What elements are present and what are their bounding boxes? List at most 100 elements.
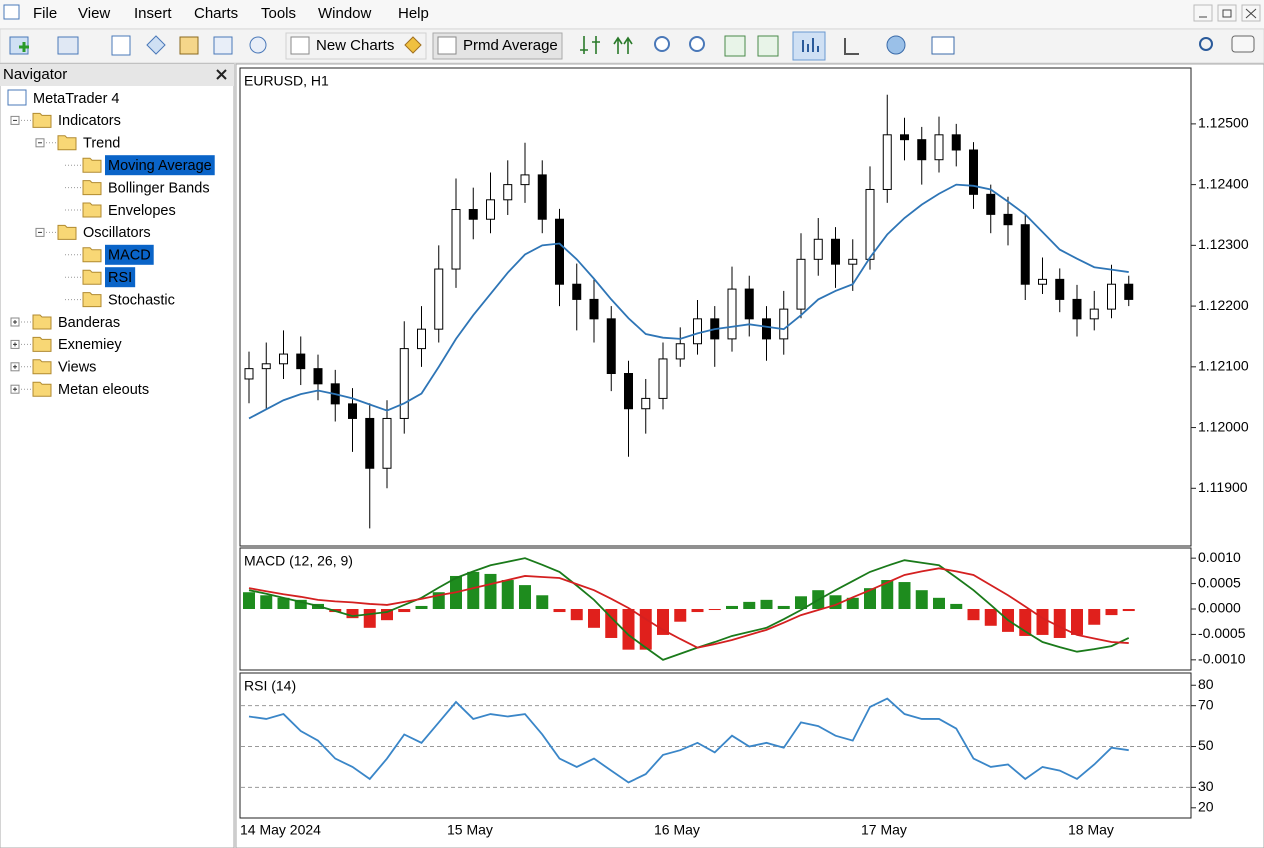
candle-body: [244, 368, 254, 380]
zoom-out-icon[interactable]: [689, 36, 705, 52]
restore-button[interactable]: [1217, 4, 1237, 22]
candle-body: [520, 174, 530, 186]
menu-item[interactable]: View: [78, 5, 110, 22]
app-icon: [3, 4, 20, 20]
y-tick-label: 50: [1198, 737, 1214, 753]
tree-item[interactable]: MACD: [108, 248, 151, 264]
y-tick-label: -0.0010: [1198, 651, 1246, 667]
x-tick-label: 14 May 2024: [240, 822, 321, 838]
candle-body: [348, 403, 357, 419]
histogram-bar: [415, 605, 428, 609]
tree-item[interactable]: Stochastic: [108, 292, 175, 308]
chat-icon[interactable]: [1231, 35, 1255, 53]
navigator-icon[interactable]: [179, 36, 199, 55]
autotrading-icon[interactable]: [404, 36, 422, 54]
menu-item[interactable]: Charts: [194, 5, 238, 22]
selection-highlight: [105, 155, 215, 176]
rsi-pane: [239, 672, 1192, 819]
pane-title: RSI (14): [244, 678, 296, 694]
toolbar-labels: New Charts Prmd Average: [316, 37, 558, 54]
histogram-bar: [639, 609, 652, 650]
candle-body: [813, 238, 823, 260]
candle-body: [779, 308, 789, 340]
tree-item[interactable]: Oscillators: [83, 225, 151, 241]
candle-body: [796, 258, 806, 310]
plus-glyph: [19, 42, 29, 52]
tree-item[interactable]: RSI: [108, 270, 132, 286]
folder-icon: [32, 336, 52, 352]
candle-body: [1107, 283, 1116, 310]
y-tick-label: 0.0000: [1198, 600, 1241, 616]
tree-item[interactable]: Banderas: [58, 315, 120, 331]
histogram-bar: [570, 609, 583, 621]
menu-item[interactable]: Insert: [134, 5, 172, 22]
grid-icon[interactable]: [724, 35, 746, 57]
market-watch-icon[interactable]: [111, 35, 131, 56]
candle-body: [744, 288, 754, 320]
y-tick-label: 70: [1198, 696, 1214, 712]
navigator-close[interactable]: [216, 69, 227, 80]
candle-body: [451, 209, 461, 270]
price-pane: [239, 67, 1192, 547]
new-charts-button[interactable]: [285, 32, 427, 60]
y-tick-label: 0.0010: [1198, 549, 1241, 565]
candle-body: [468, 209, 478, 220]
tree-item[interactable]: MetaTrader 4: [33, 91, 120, 107]
toolbar-button-label[interactable]: Prmd Average: [463, 37, 558, 54]
tree-item[interactable]: Indicators: [58, 113, 121, 129]
candle-body: [882, 134, 892, 190]
histogram-bar: [881, 580, 894, 609]
tree-item[interactable]: Metan eleouts: [58, 382, 149, 398]
candle-body: [969, 149, 978, 195]
menu-item[interactable]: Window: [318, 5, 372, 22]
toolbar: [0, 28, 1264, 64]
chart-type-icons[interactable]: [580, 36, 633, 54]
expand-glyph: [13, 387, 17, 392]
tester-icon[interactable]: [249, 36, 267, 54]
tree-item[interactable]: Views: [58, 360, 96, 376]
histogram-bar: [674, 609, 687, 622]
candle-body: [503, 184, 513, 201]
candle-body: [934, 134, 944, 161]
candle-body: [382, 417, 392, 469]
search-icon[interactable]: [1199, 37, 1213, 51]
menu-item[interactable]: File: [33, 5, 57, 22]
y-tick-label: 1.12000: [1198, 418, 1249, 434]
tabs-icon[interactable]: [931, 36, 955, 55]
terminal-icon[interactable]: [213, 36, 233, 55]
rsi-line: [248, 697, 1129, 784]
candle-body: [279, 353, 288, 365]
histogram-bar: [967, 609, 980, 621]
navigator-title: Navigator: [3, 66, 67, 83]
histogram-bar: [536, 595, 549, 609]
toolbar-button-label[interactable]: New Charts: [316, 37, 394, 54]
tree-item[interactable]: Trend: [83, 136, 120, 152]
zoom-in-icon[interactable]: [654, 36, 670, 52]
folder-icon: [32, 381, 52, 397]
tree-item[interactable]: Moving Average: [108, 158, 212, 174]
histogram-bar: [777, 605, 790, 609]
tree-item[interactable]: Envelopes: [108, 203, 176, 219]
scroll-icon[interactable]: [757, 35, 779, 57]
menu-item[interactable]: Help: [398, 5, 429, 22]
minimize-button[interactable]: [1193, 4, 1213, 22]
x-tick-label: 17 May: [861, 822, 907, 838]
tree-item[interactable]: Bollinger Bands: [108, 180, 210, 196]
period-icon[interactable]: [844, 38, 859, 55]
folder-icon: [32, 112, 52, 128]
data-window-icon[interactable]: [146, 35, 166, 55]
selection-highlight: [105, 267, 136, 288]
templates-icon[interactable]: [886, 35, 906, 55]
profiles-icon[interactable]: [57, 36, 79, 55]
navigator-tree: MetaTrader 4 Indicators Trend Moving Averag…: [7, 89, 215, 398]
histogram-bar: [346, 609, 359, 619]
candle-body: [486, 199, 495, 220]
tree-item[interactable]: Exnemiey: [58, 337, 122, 353]
menu-item[interactable]: Tools: [261, 5, 296, 22]
window-glyphs: [1199, 8, 1257, 19]
x-tick-label: 16 May: [654, 822, 700, 838]
folder-icon: [57, 135, 77, 151]
candle-body: [399, 348, 409, 419]
candle-body: [1072, 298, 1082, 320]
